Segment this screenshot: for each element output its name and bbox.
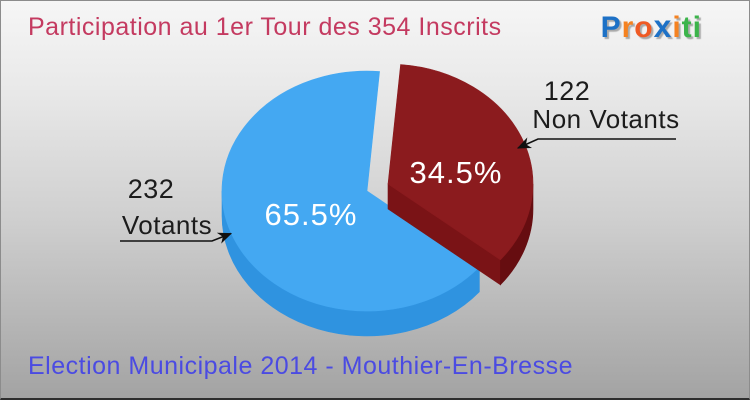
- logo-x-icon: x: [653, 8, 673, 44]
- proxiti-logo[interactable]: Proxiti: [601, 8, 702, 45]
- votants-callout-arrow: [120, 232, 233, 244]
- non-votants-callout-arrow: [516, 137, 676, 149]
- logo-letter-r: r: [621, 11, 635, 44]
- page-title: Participation au 1er Tour des 354 Inscri…: [28, 13, 502, 41]
- logo-letter-t: t: [681, 11, 693, 44]
- pie-geometry: [221, 64, 534, 337]
- non-votants-count: 122: [543, 76, 591, 106]
- logo-letter-i1: i: [672, 11, 682, 44]
- logo-letter-p: P: [600, 11, 622, 44]
- non-votants-name: Non Votants: [532, 104, 680, 134]
- votants-slice: [221, 70, 480, 312]
- votants-name: Votants: [121, 210, 213, 240]
- logo-letter-i2: i: [692, 11, 702, 44]
- non-votants-slice: [387, 64, 534, 261]
- votants-pct-label: 65.5%: [265, 197, 358, 232]
- footer-caption: Election Municipale 2014 - Mouthier-En-B…: [28, 352, 573, 380]
- logo-letter-o: o: [634, 11, 654, 44]
- non-votants-pct-label: 34.5%: [410, 155, 503, 190]
- votants-count: 232: [127, 174, 175, 204]
